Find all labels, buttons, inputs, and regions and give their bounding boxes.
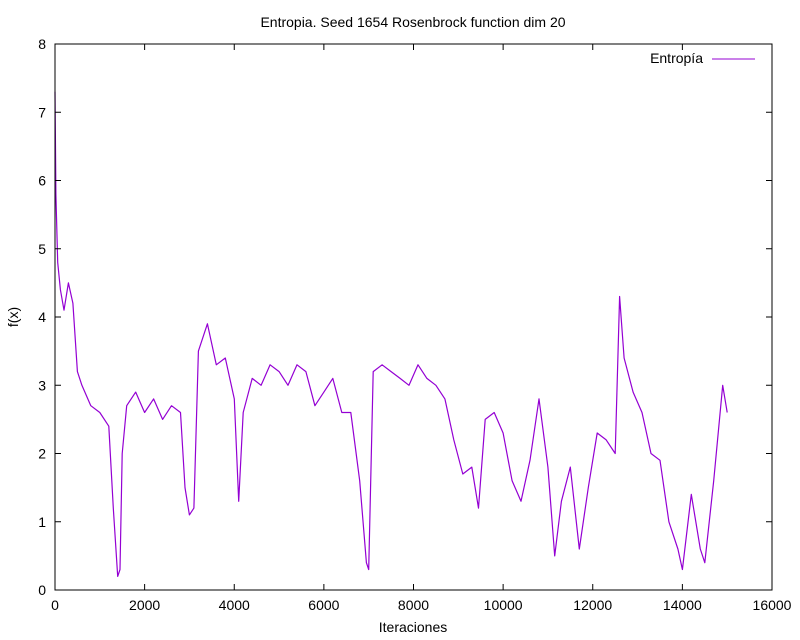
y-tick-label: 1 (38, 514, 46, 530)
y-tick-label: 7 (38, 104, 46, 120)
x-tick-label: 12000 (573, 597, 612, 613)
chart-title: Entropia. Seed 1654 Rosenbrock function … (260, 14, 565, 30)
legend: Entropía (650, 50, 755, 66)
y-tick-label: 3 (38, 377, 46, 393)
y-tick-label: 2 (38, 446, 46, 462)
plot-frame (54, 43, 773, 591)
series-line-0 (54, 91, 728, 578)
plot-area (54, 91, 728, 578)
y-axis-label: f(x) (5, 307, 21, 327)
x-tick-label: 6000 (308, 597, 339, 613)
x-axis-label: Iteraciones (379, 619, 447, 635)
x-tick-label: 8000 (398, 597, 429, 613)
y-tick-label: 5 (38, 241, 46, 257)
x-axis: 0 2000 4000 6000 8000 10000 12000 14000 16000 (51, 44, 792, 613)
x-tick-label: 14000 (663, 597, 702, 613)
x-tick-label: 0 (51, 597, 59, 613)
y-tick-label: 4 (38, 309, 46, 325)
y-tick-label: 8 (38, 36, 46, 52)
x-tick-label: 2000 (129, 597, 160, 613)
y-tick-label: 0 (38, 582, 46, 598)
y-axis: 0 1 2 3 4 5 6 7 8 (38, 36, 772, 598)
x-tick-label: 16000 (753, 597, 792, 613)
legend-label: Entropía (650, 50, 703, 66)
x-tick-label: 4000 (219, 597, 250, 613)
y-tick-label: 6 (38, 173, 46, 189)
x-tick-label: 10000 (484, 597, 523, 613)
